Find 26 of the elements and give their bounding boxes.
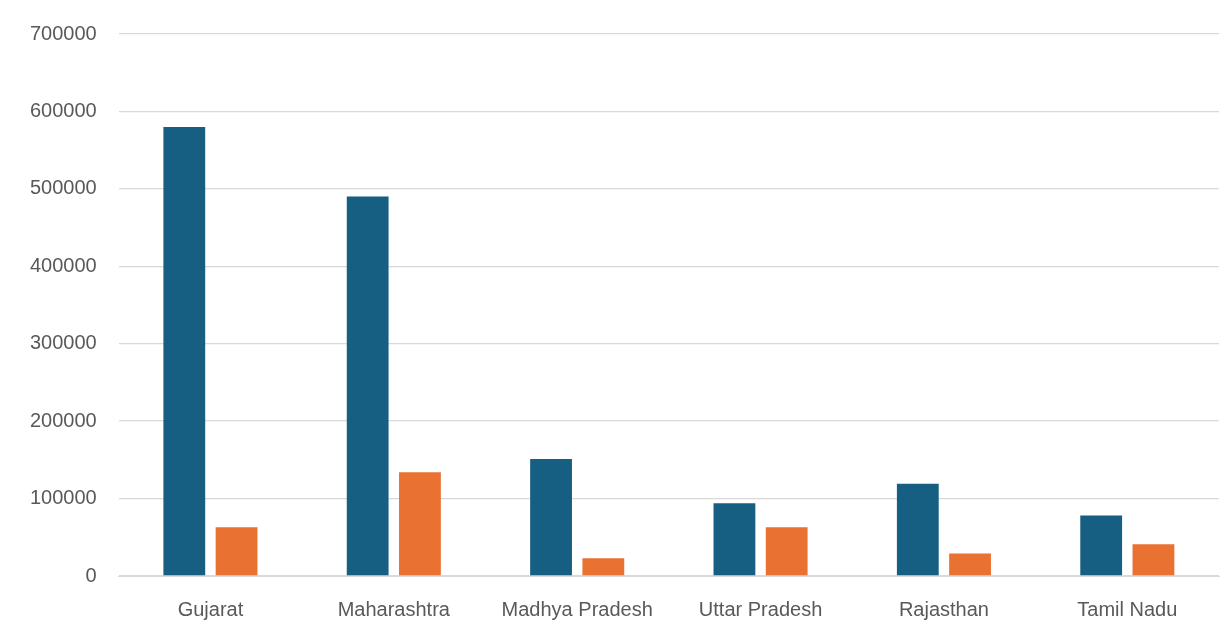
x-tick-label: Maharashtra <box>337 597 451 620</box>
bar <box>399 472 441 576</box>
y-tick-label: 400000 <box>29 253 97 276</box>
y-tick-label: 200000 <box>29 408 97 431</box>
bar <box>163 126 206 576</box>
bar <box>1080 515 1123 576</box>
x-tick-label: Rajasthan <box>898 597 989 620</box>
x-tick-label: Uttar Pradesh <box>698 597 823 620</box>
y-tick-label: 700000 <box>29 21 97 44</box>
x-tick-label: Gujarat <box>177 597 244 620</box>
y-tick-label: 300000 <box>29 331 97 354</box>
bar <box>765 527 808 576</box>
bar <box>896 483 939 576</box>
bar <box>582 558 625 576</box>
y-tick-label: 600000 <box>29 98 97 121</box>
x-tick-label: Madhya Pradesh <box>501 597 653 620</box>
y-tick-label: 0 <box>85 563 97 586</box>
bar <box>530 459 572 576</box>
y-tick-label: 500000 <box>29 176 97 199</box>
bar <box>713 503 756 576</box>
bar <box>215 527 258 576</box>
bar <box>1132 544 1175 576</box>
y-tick-label: 100000 <box>29 486 97 509</box>
bar <box>346 196 389 576</box>
x-tick-label: Tamil Nadu <box>1077 597 1178 620</box>
bar <box>949 553 991 576</box>
